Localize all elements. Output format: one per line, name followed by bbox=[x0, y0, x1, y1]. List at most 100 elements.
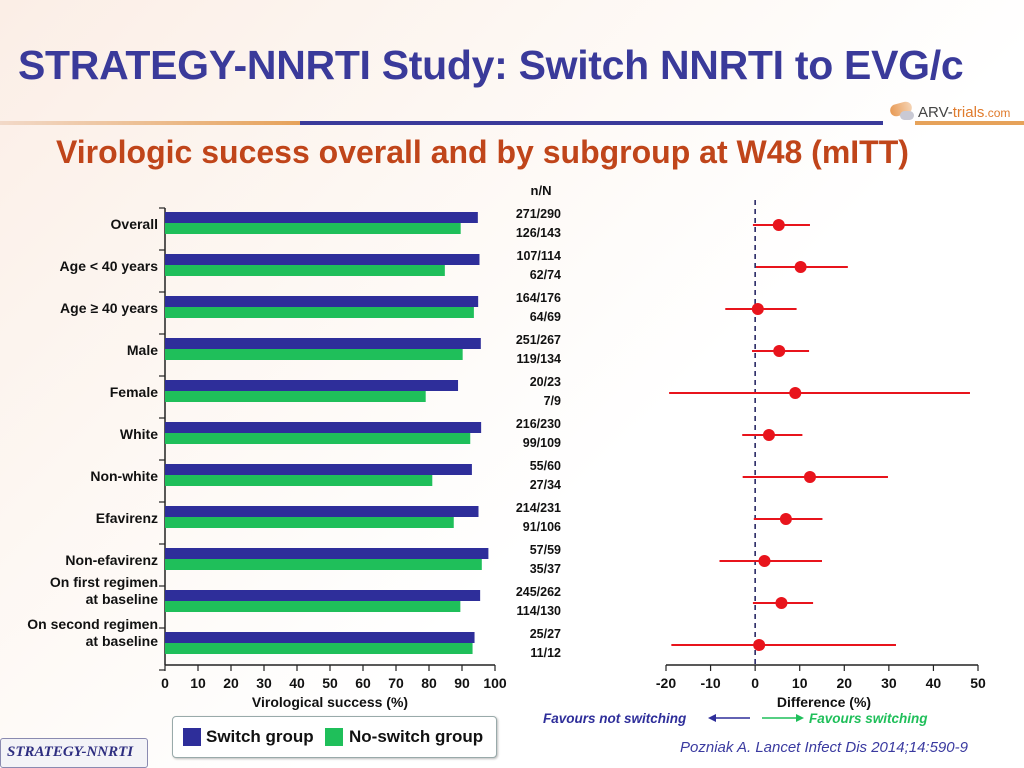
category-label: Age < 40 years bbox=[60, 258, 159, 274]
favours-not-switching-label: Favours not switching bbox=[543, 711, 687, 726]
bar-no-switch bbox=[165, 307, 474, 318]
bar-switch bbox=[165, 212, 478, 223]
bar-x-tick-label: 10 bbox=[190, 675, 206, 691]
bar-no-switch bbox=[165, 223, 461, 234]
bar-no-switch bbox=[165, 559, 482, 570]
n-switch-label: 245/262 bbox=[516, 585, 561, 599]
bar-no-switch bbox=[165, 643, 473, 654]
header-rule-right bbox=[915, 121, 1024, 125]
bar-x-tick-label: 30 bbox=[256, 675, 272, 691]
n-switch-label: 57/59 bbox=[530, 543, 561, 557]
forest-point bbox=[772, 219, 785, 231]
bar-x-tick-label: 90 bbox=[454, 675, 470, 691]
n-no-switch-label: 91/106 bbox=[523, 520, 561, 534]
forest-point bbox=[762, 429, 775, 441]
n-no-switch-label: 11/12 bbox=[530, 646, 561, 660]
category-label: Age ≥ 40 years bbox=[60, 300, 158, 316]
bar-x-tick-label: 0 bbox=[161, 675, 169, 691]
legend-label-switch: Switch group bbox=[206, 727, 314, 746]
n-no-switch-label: 114/130 bbox=[517, 604, 562, 618]
forest-x-tick-label: 20 bbox=[836, 675, 852, 691]
forest-x-tick-label: 10 bbox=[792, 675, 808, 691]
arv-trials-logo: ARV-trials.com bbox=[888, 100, 1018, 127]
bar-no-switch bbox=[165, 517, 454, 528]
category-label: at baseline bbox=[86, 633, 159, 649]
chart-subtitle: Virologic sucess overall and by subgroup… bbox=[56, 134, 909, 170]
bar-no-switch bbox=[165, 475, 433, 486]
bar-no-switch bbox=[165, 433, 471, 444]
category-label: On first regimen bbox=[50, 574, 158, 590]
favours-switching-label: Favours switching bbox=[809, 711, 928, 726]
forest-point bbox=[779, 513, 792, 525]
bar-switch bbox=[165, 590, 481, 601]
bar-x-tick-label: 50 bbox=[322, 675, 338, 691]
logo-text: ARV-trials.com bbox=[918, 104, 1011, 121]
n-switch-label: 271/290 bbox=[516, 207, 561, 221]
n-switch-label: 164/176 bbox=[516, 291, 561, 305]
n-switch-label: 216/230 bbox=[516, 417, 561, 431]
favours-left-arrowhead bbox=[708, 714, 716, 722]
footer-badge: STRATEGY-NNRTI bbox=[0, 738, 148, 768]
forest-point bbox=[775, 597, 788, 609]
bar-no-switch bbox=[165, 601, 461, 612]
category-label: at baseline bbox=[86, 591, 159, 607]
forest-x-tick-label: -10 bbox=[700, 675, 720, 691]
n-switch-label: 55/60 bbox=[530, 459, 561, 473]
bar-switch bbox=[165, 338, 481, 349]
n-switch-label: 25/27 bbox=[530, 627, 561, 641]
category-label: Female bbox=[110, 384, 158, 400]
forest-x-tick-label: -20 bbox=[656, 675, 676, 691]
n-switch-label: 20/23 bbox=[530, 375, 561, 389]
n-no-switch-label: 64/69 bbox=[530, 310, 561, 324]
forest-x-tick-label: 30 bbox=[881, 675, 897, 691]
bar-x-axis-label: Virological success (%) bbox=[252, 694, 408, 710]
n-no-switch-label: 126/143 bbox=[516, 226, 561, 240]
n-switch-label: 214/231 bbox=[516, 501, 561, 515]
n-no-switch-label: 62/74 bbox=[530, 268, 561, 282]
n-no-switch-label: 99/109 bbox=[523, 436, 561, 450]
forest-point bbox=[773, 345, 786, 357]
pill-shadow-icon bbox=[900, 111, 914, 120]
category-label: Non-white bbox=[90, 468, 158, 484]
header-rule-middle bbox=[300, 121, 883, 125]
bar-no-switch bbox=[165, 349, 463, 360]
legend-swatch-switch bbox=[183, 728, 201, 746]
category-label: On second regimen bbox=[27, 616, 158, 632]
bar-switch bbox=[165, 506, 479, 517]
category-label: Male bbox=[127, 342, 158, 358]
bar-switch bbox=[165, 632, 475, 643]
header-rule-left bbox=[0, 121, 300, 125]
n-no-switch-label: 7/9 bbox=[544, 394, 561, 408]
bar-x-tick-label: 100 bbox=[483, 675, 507, 691]
forest-point bbox=[751, 303, 764, 315]
category-label: Non-efavirenz bbox=[65, 552, 158, 568]
forest-point bbox=[753, 639, 766, 651]
bar-switch bbox=[165, 464, 472, 475]
favours-right-arrowhead bbox=[796, 714, 804, 722]
citation: Pozniak A. Lancet Infect Dis 2014;14:590… bbox=[680, 739, 968, 756]
bar-switch bbox=[165, 296, 479, 307]
forest-point bbox=[758, 555, 771, 567]
forest-x-axis-label: Difference (%) bbox=[777, 694, 871, 710]
bar-x-tick-label: 80 bbox=[421, 675, 437, 691]
chart-legend: Switch group No-switch group bbox=[172, 716, 497, 758]
n-no-switch-label: 27/34 bbox=[530, 478, 561, 492]
n-no-switch-label: 119/134 bbox=[517, 352, 562, 366]
legend-swatch-no-switch bbox=[325, 728, 343, 746]
forest-point bbox=[789, 387, 802, 399]
bar-switch bbox=[165, 548, 489, 559]
n-switch-label: 251/267 bbox=[516, 333, 561, 347]
category-label: Efavirenz bbox=[96, 510, 158, 526]
forest-x-tick-label: 50 bbox=[970, 675, 986, 691]
category-label: White bbox=[120, 426, 158, 442]
n-no-switch-label: 35/37 bbox=[530, 562, 561, 576]
category-label: Overall bbox=[111, 216, 158, 232]
legend-label-no-switch: No-switch group bbox=[349, 727, 484, 746]
bar-x-tick-label: 20 bbox=[223, 675, 239, 691]
bar-switch bbox=[165, 422, 482, 433]
n-switch-label: 107/114 bbox=[517, 249, 562, 263]
forest-point bbox=[794, 261, 807, 273]
nN-header: n/N bbox=[531, 183, 552, 198]
forest-x-tick-label: 40 bbox=[926, 675, 942, 691]
